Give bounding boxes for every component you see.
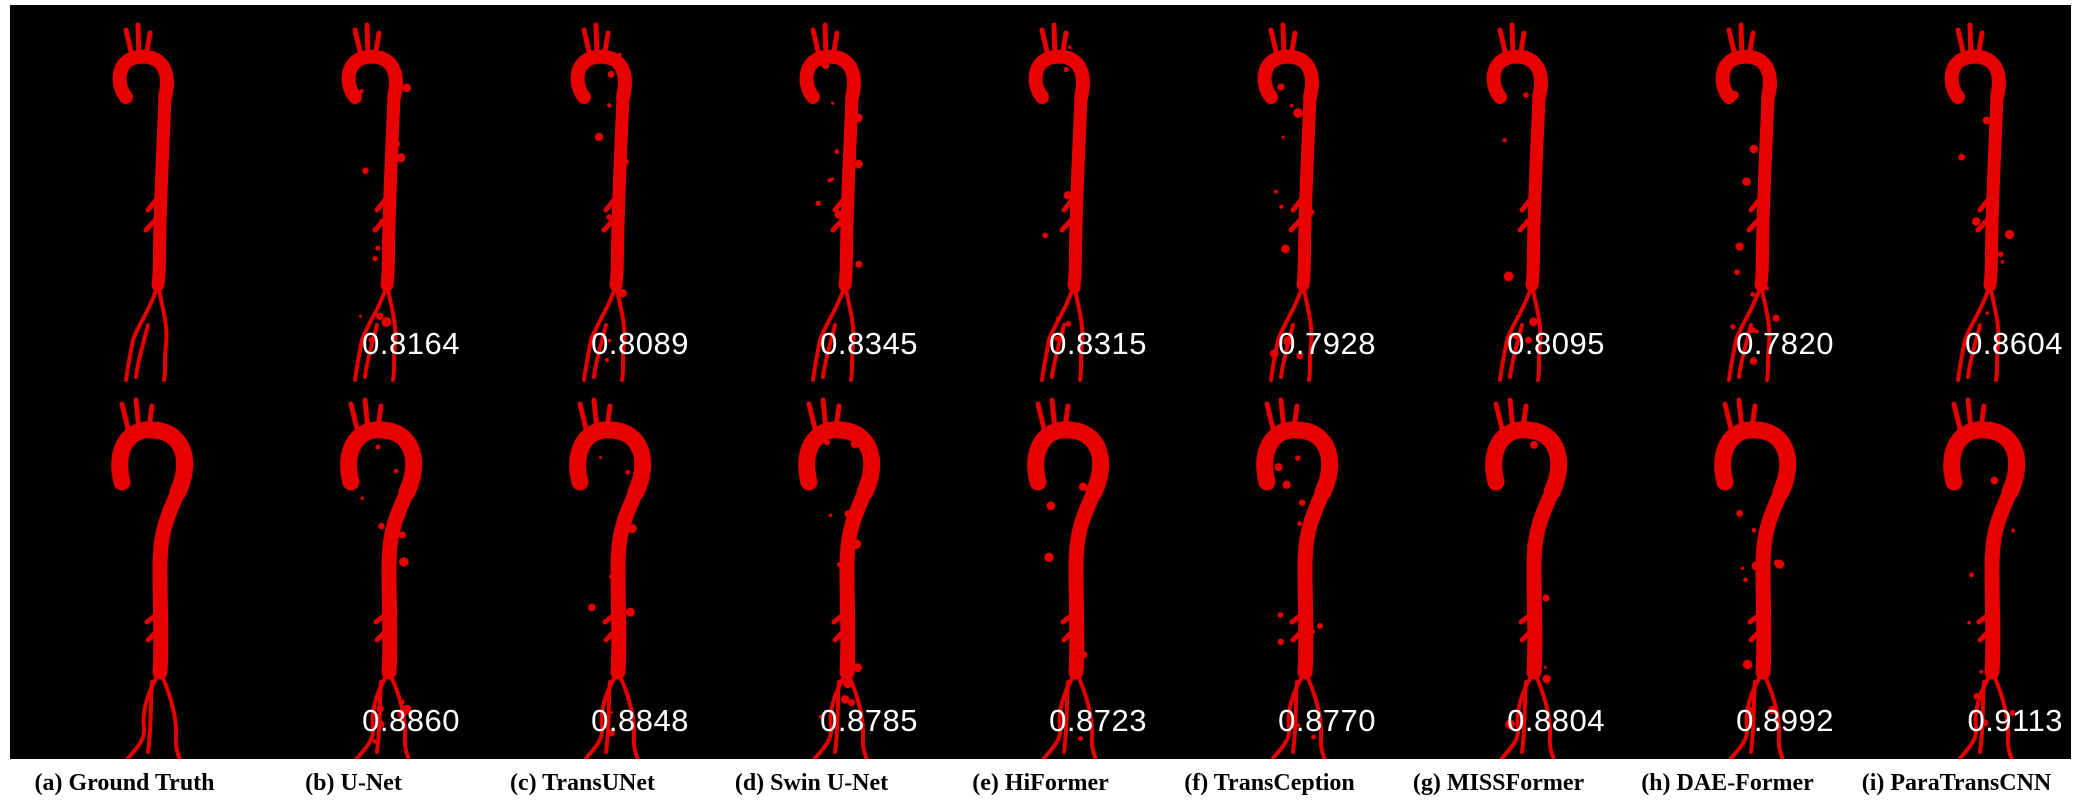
mask-panel: 0.8345 [697,5,926,382]
aorta-mask [1257,22,1319,382]
aorta-mask [799,22,863,382]
dice-score: 0.8723 [1049,703,1147,738]
method-caption: (c) TransUNet [509,770,656,796]
aorta-mask [1256,397,1339,759]
mask-panel: 0.8860 [239,382,468,759]
mask-panel: 0.9113 [1842,382,2071,759]
dice-score: 0.9113 [1967,703,2063,738]
dice-score: 0.8992 [1736,703,1834,738]
aorta-mask [341,22,412,382]
mask-panel: 0.8604 [1842,5,2071,382]
mask-panel [10,382,239,759]
sample-row-1: 0.8164 0.8089 0.8345 0.8315 0.7928 0.8095 0.78… [10,5,2071,382]
aorta-mask [340,397,423,759]
dice-score: 0.8770 [1278,703,1376,738]
mask-panel [10,5,239,382]
caption-row: (a) Ground Truth (b) U-Net (c) TransUNet (d… [0,764,2073,805]
aorta-mask [112,22,174,382]
mask-panel: 0.7928 [1155,5,1384,382]
mask-panel: 0.8315 [926,5,1155,382]
dice-score: 0.8095 [1507,326,1605,361]
aorta-mask [1027,397,1110,759]
dice-score: 0.7820 [1736,326,1834,361]
aorta-mask [1028,22,1090,382]
dice-score: 0.8089 [591,326,689,361]
method-caption: (f) TransCeption [1184,770,1355,796]
dice-score: 0.8604 [1965,326,2063,361]
mask-panel: 0.8848 [468,382,697,759]
aorta-mask [1486,22,1548,382]
mask-panel: 0.8164 [239,5,468,382]
method-caption: (d) Swin U-Net [734,770,889,796]
dice-score: 0.8804 [1507,703,1605,738]
method-caption: (e) HiFormer [972,770,1109,796]
mask-panel: 0.8992 [1613,382,1842,759]
method-caption: (a) Ground Truth [34,770,215,796]
dice-score: 0.8345 [820,326,918,361]
mask-panel: 0.8804 [1384,382,1613,759]
dice-score: 0.8164 [362,326,460,361]
dice-score: 0.8860 [362,703,460,738]
dice-score: 0.8785 [820,703,918,738]
aorta-mask [569,397,652,759]
aorta-mask [111,397,194,759]
aorta-mask [570,22,632,382]
aorta-mask [1943,397,2026,759]
aorta-mask [1714,397,1797,759]
dice-score: 0.7928 [1278,326,1376,361]
method-caption: (g) MISSFormer [1412,770,1585,796]
method-caption: (b) U-Net [305,770,402,796]
mask-panel: 0.8095 [1384,5,1613,382]
sample-row-2: 0.8860 0.8848 0.8785 0.8723 0.8770 0.8804 0.89… [10,382,2071,759]
mask-panel: 0.8770 [1155,382,1384,759]
mask-panel: 0.7820 [1613,5,1842,382]
aorta-mask [1944,22,2015,382]
method-caption: (i) ParaTransCNN [1861,770,2052,796]
method-caption: (h) DAE-Former [1641,770,1814,796]
mask-panel: 0.8785 [697,382,926,759]
aorta-mask [798,397,881,759]
dice-score: 0.8315 [1049,326,1147,361]
segmentation-figure: 0.8164 0.8089 0.8345 0.8315 0.7928 0.8095 0.78… [10,5,2071,759]
aorta-mask [1715,22,1780,382]
mask-panel: 0.8089 [468,5,697,382]
mask-panel: 0.8723 [926,382,1155,759]
dice-score: 0.8848 [591,703,689,738]
aorta-mask [1485,397,1568,759]
